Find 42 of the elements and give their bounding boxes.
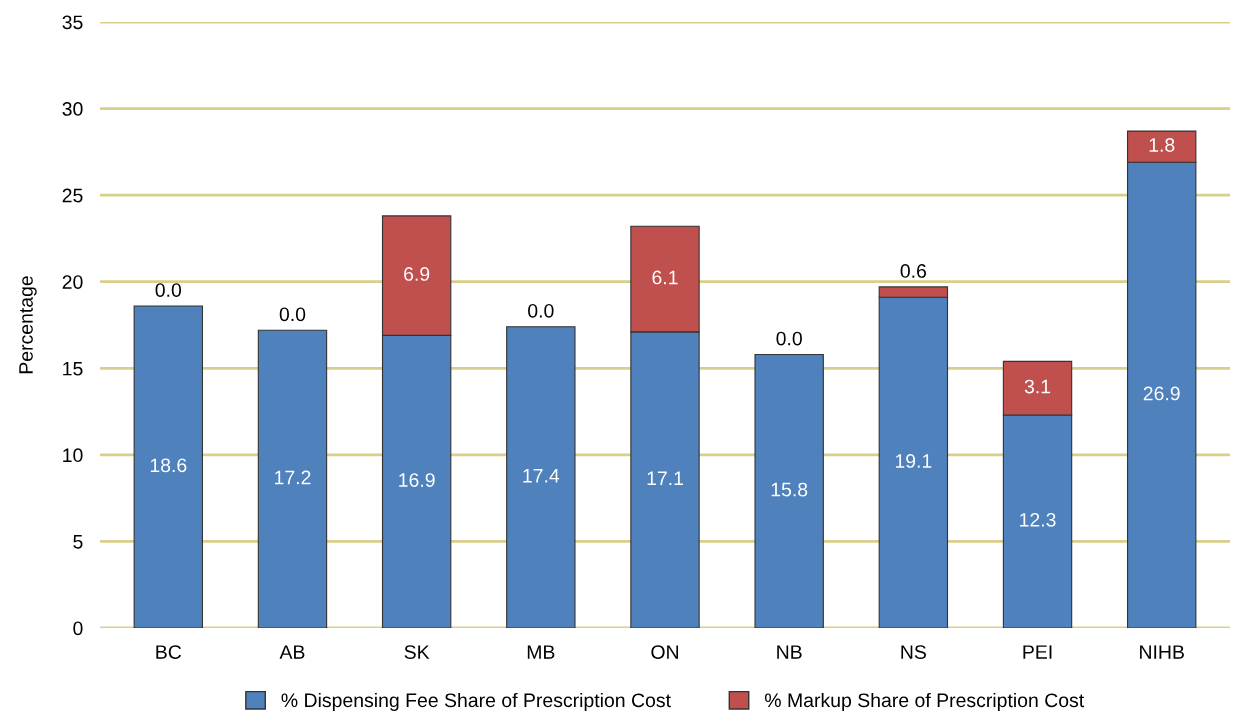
- y-tick-label: 20: [62, 275, 83, 289]
- y-tick-label: 25: [62, 188, 83, 203]
- bar: [133, 305, 204, 628]
- x-tick-label: NS: [901, 645, 926, 659]
- x-tick-label: PEI: [1023, 645, 1052, 659]
- data-label: 18.6: [150, 458, 187, 473]
- bar: [754, 353, 824, 628]
- y-tick-label: 15: [63, 361, 83, 376]
- y-tick-label: 0: [73, 621, 83, 636]
- data-label: 6.9: [404, 267, 430, 281]
- x-tick-label: MB: [527, 645, 555, 659]
- data-label: 16.9: [399, 473, 435, 487]
- data-label: 19.1: [895, 454, 932, 468]
- x-tick-label: ON: [651, 645, 678, 659]
- y-tick-label: 5: [73, 535, 83, 549]
- bar: [506, 326, 576, 628]
- data-label: 0.0: [528, 303, 554, 318]
- data-label: 15.8: [771, 482, 808, 497]
- x-tick-label: AB: [279, 645, 305, 659]
- bar: [257, 329, 328, 628]
- data-label: 17.1: [647, 471, 683, 485]
- data-label: 0.6: [900, 264, 927, 278]
- x-tick-label: NIHB: [1140, 645, 1184, 659]
- data-label: 1.8: [1149, 138, 1175, 152]
- x-tick-label: BC: [156, 645, 182, 659]
- data-label: 0.0: [155, 283, 182, 297]
- y-tick-label: 10: [63, 448, 83, 463]
- legend-label: % Dispensing Fee Share of Prescription Cost: [281, 692, 671, 712]
- data-label: 0.0: [776, 331, 802, 346]
- data-label: 3.1: [1024, 379, 1051, 394]
- data-label: 17.4: [523, 469, 560, 483]
- x-tick-label: NB: [777, 645, 802, 659]
- data-label: 12.3: [1020, 512, 1056, 527]
- y-tick-label: 35: [62, 15, 83, 30]
- data-label: 0.0: [279, 307, 306, 322]
- x-tick-label: SK: [404, 645, 430, 659]
- data-label: 17.2: [275, 470, 311, 485]
- data-label: 6.1: [652, 270, 678, 285]
- legend-label: % Markup Share of Prescription Cost: [764, 692, 1085, 712]
- y-axis-title: Percentage: [19, 276, 37, 374]
- y-tick-label: 30: [62, 102, 83, 116]
- data-label: 26.9: [1143, 386, 1180, 401]
